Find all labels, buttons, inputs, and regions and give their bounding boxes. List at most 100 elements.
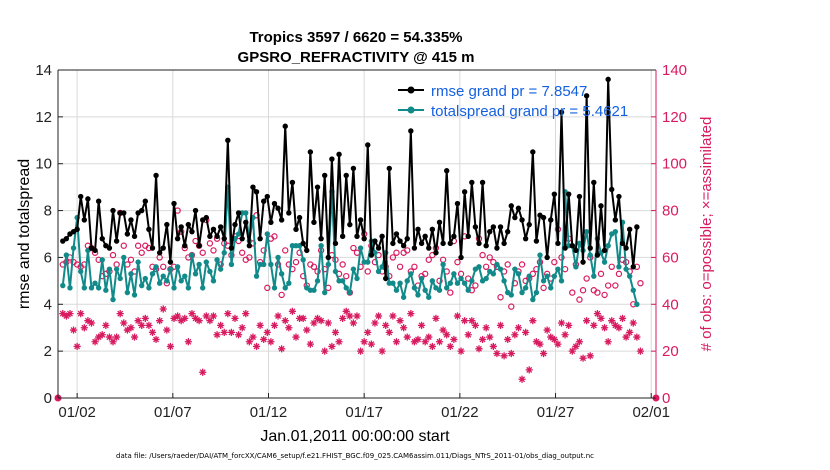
assimilated-obs-point bbox=[407, 310, 415, 318]
rmse-point bbox=[379, 233, 385, 240]
rmse-point bbox=[63, 235, 70, 242]
rmse-point bbox=[228, 245, 235, 251]
assimilated-obs-point bbox=[529, 317, 537, 325]
assimilated-obs-point bbox=[475, 345, 483, 353]
assimilated-obs-point bbox=[109, 338, 117, 346]
possible-obs-point bbox=[447, 289, 454, 296]
y2-tick-label: 60 bbox=[662, 249, 679, 266]
rmse-point bbox=[576, 193, 583, 200]
totalspread-point bbox=[192, 271, 199, 277]
totalspread-point bbox=[630, 287, 636, 293]
y2-tick-label: 40 bbox=[662, 296, 679, 313]
rmse-point bbox=[293, 226, 299, 233]
assimilated-obs-point bbox=[511, 331, 519, 339]
rmse-point bbox=[354, 233, 360, 240]
possible-obs-point bbox=[282, 247, 289, 254]
assimilated-obs-point bbox=[403, 333, 411, 341]
assimilated-obs-point bbox=[586, 352, 594, 360]
y2-axis-label: # of obs: o=possible; ×=assimilated bbox=[698, 117, 715, 352]
possible-obs-point bbox=[278, 291, 285, 299]
totalspread-point bbox=[343, 285, 349, 291]
assimilated-obs-point bbox=[482, 324, 490, 332]
y-tick-label: 14 bbox=[35, 62, 52, 79]
rmse-point bbox=[128, 217, 134, 223]
assimilated-obs-point bbox=[113, 333, 121, 341]
totalspread-point bbox=[221, 250, 227, 256]
rmse-point bbox=[504, 228, 511, 235]
rmse-point bbox=[461, 189, 468, 195]
totalspread-point bbox=[451, 271, 457, 277]
rmse-point bbox=[164, 221, 170, 228]
assimilated-obs-point bbox=[339, 314, 347, 322]
rmse-point bbox=[156, 250, 163, 256]
totalspread-point bbox=[375, 268, 382, 275]
assimilated-obs-series bbox=[54, 305, 660, 402]
possible-obs-point bbox=[472, 282, 479, 289]
assimilated-obs-point bbox=[575, 338, 584, 346]
assimilated-obs-point bbox=[252, 342, 261, 351]
totalspread-point bbox=[408, 271, 414, 277]
possible-obs-point bbox=[637, 280, 644, 287]
totalspread-point bbox=[573, 264, 579, 270]
possible-obs-point bbox=[127, 256, 135, 263]
totalspread-point bbox=[99, 257, 105, 263]
assimilated-obs-point bbox=[468, 317, 476, 325]
x-axis-label: Jan.01,2011 00:00:00 start bbox=[260, 428, 450, 445]
possible-obs-point bbox=[608, 263, 615, 270]
totalspread-point bbox=[207, 268, 213, 275]
rmse-point bbox=[476, 240, 482, 247]
assimilated-obs-point bbox=[292, 333, 300, 341]
rmse-point bbox=[558, 109, 565, 115]
rmse-point bbox=[329, 156, 335, 162]
assimilated-obs-point bbox=[130, 333, 139, 341]
rmse-point bbox=[573, 247, 579, 254]
assimilated-obs-point bbox=[435, 338, 444, 346]
assimilated-obs-point bbox=[615, 324, 623, 332]
rmse-point bbox=[386, 165, 392, 172]
assimilated-obs-point bbox=[382, 321, 390, 329]
rmse-point bbox=[562, 245, 568, 251]
rmse-point bbox=[325, 254, 331, 261]
assimilated-obs-point bbox=[604, 338, 612, 346]
assimilated-obs-point bbox=[432, 314, 440, 322]
rmse-point bbox=[81, 217, 88, 223]
rmse-point bbox=[225, 137, 231, 143]
rmse-point bbox=[519, 217, 525, 223]
rmse-point bbox=[149, 245, 156, 251]
totalspread-point bbox=[103, 287, 109, 293]
assimilated-obs-point bbox=[425, 333, 433, 341]
totalspread-point bbox=[458, 275, 464, 282]
assimilated-obs-point bbox=[543, 326, 551, 334]
totalspread-point bbox=[404, 278, 410, 284]
totalspread-point bbox=[171, 285, 177, 291]
totalspread-point bbox=[253, 273, 260, 279]
rmse-point bbox=[383, 275, 389, 282]
totalspread-point bbox=[418, 275, 425, 282]
totalspread-point bbox=[78, 268, 84, 275]
y2-tick-label: 80 bbox=[662, 203, 679, 220]
assimilated-obs-point bbox=[263, 328, 271, 336]
assimilated-obs-point bbox=[532, 338, 540, 346]
assimilated-obs-point bbox=[317, 317, 325, 325]
assimilated-obs-point bbox=[148, 328, 157, 336]
rmse-point bbox=[533, 238, 540, 244]
rmse-point bbox=[400, 243, 407, 249]
rmse-point bbox=[207, 233, 213, 240]
totalspread-point bbox=[544, 273, 550, 279]
rmse-point bbox=[350, 165, 357, 172]
rmse-point bbox=[174, 235, 181, 242]
rmse-point bbox=[271, 200, 278, 207]
totalspread-point bbox=[461, 280, 468, 286]
assimilated-obs-point bbox=[321, 347, 329, 355]
assimilated-obs-point bbox=[59, 310, 67, 318]
x-tick-label: 01/12 bbox=[250, 404, 288, 421]
rmse-point bbox=[332, 240, 339, 247]
assimilated-obs-point bbox=[98, 331, 106, 339]
possible-obs-point bbox=[160, 263, 167, 270]
possible-obs-point bbox=[210, 247, 217, 254]
rmse-point bbox=[307, 149, 314, 155]
rmse-point bbox=[314, 184, 321, 190]
totalspread-point bbox=[314, 278, 321, 284]
rmse-point bbox=[444, 168, 450, 174]
